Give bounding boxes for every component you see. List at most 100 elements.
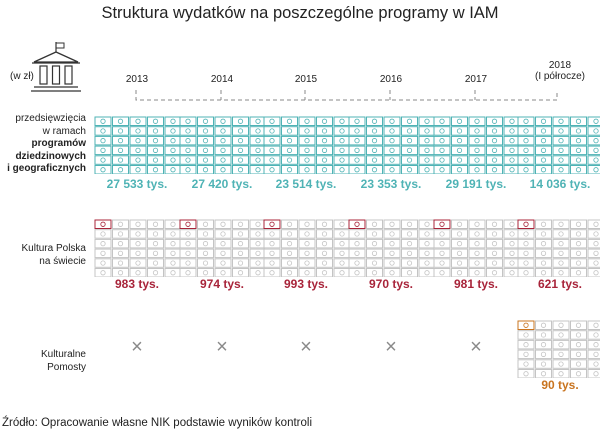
note-cell	[232, 126, 249, 136]
note-cell-mark	[237, 221, 244, 227]
note-cell	[164, 165, 180, 174]
note-cell	[94, 135, 112, 146]
note-cell-mark	[220, 231, 226, 237]
note-cell	[486, 248, 503, 259]
note-cell	[147, 268, 164, 277]
note-cell	[112, 268, 129, 277]
note-cell	[401, 238, 418, 249]
note-cell	[197, 145, 214, 156]
note-cell-mark	[286, 128, 293, 134]
data-label-programs-2: 23 514 tys.	[275, 177, 337, 191]
note-cell-mark	[220, 147, 226, 153]
note-cell	[263, 165, 281, 174]
note-cell	[552, 258, 570, 268]
note-cell	[366, 145, 383, 156]
note-cell	[486, 126, 503, 136]
note-cell-mark	[406, 241, 413, 247]
note-cell	[214, 238, 232, 249]
note-cell-mark	[509, 270, 515, 276]
note-cell	[517, 369, 535, 378]
data-label-kultura-polska-2: 993 tys.	[283, 277, 329, 291]
note-cell-mark	[456, 260, 463, 266]
note-cell	[418, 116, 434, 126]
note-cell-mark	[152, 147, 159, 153]
chart-title: Struktura wydatków na poszczególne progr…	[101, 4, 499, 22]
note-cell	[401, 219, 418, 229]
note-cell	[348, 126, 366, 136]
note-cell-mark	[406, 138, 413, 144]
note-cell-mark	[456, 167, 463, 173]
note-cell-mark	[406, 157, 413, 163]
note-cell-mark	[135, 250, 141, 256]
note-cell-mark	[558, 157, 564, 163]
note-cell	[570, 339, 587, 350]
note-cell-mark	[321, 157, 328, 163]
note-cell-mark	[509, 147, 515, 153]
note-cell	[418, 238, 434, 249]
note-cell	[232, 165, 249, 174]
note-cell-mark	[304, 118, 310, 124]
note-cell-mark	[220, 167, 226, 173]
note-cell-mark	[185, 231, 191, 237]
data-label-programs-5: 14 036 tys.	[529, 177, 591, 191]
note-cell	[486, 219, 503, 229]
note-cell	[517, 238, 535, 249]
note-cell	[249, 145, 265, 156]
note-cell	[147, 126, 164, 136]
note-cell	[366, 229, 383, 239]
note-cell	[366, 238, 383, 249]
note-cell-mark	[593, 231, 599, 237]
note-cell-mark	[523, 332, 529, 338]
note-cell-mark	[523, 221, 529, 227]
note-cell-mark	[220, 118, 226, 124]
note-cell	[214, 145, 232, 156]
note-cell-mark	[269, 138, 275, 144]
note-cell-mark	[354, 167, 360, 173]
note-cell	[197, 238, 214, 249]
note-cell	[263, 248, 281, 259]
note-cell	[316, 116, 333, 126]
note-cell-mark	[339, 157, 345, 163]
note-cell	[333, 116, 349, 126]
note-cell	[552, 359, 570, 369]
note-cell	[129, 126, 147, 136]
note-cell-mark	[523, 260, 529, 266]
note-cell-mark	[509, 250, 515, 256]
note-cell-mark	[354, 250, 360, 256]
note-cell-mark	[185, 260, 191, 266]
note-cell	[94, 238, 112, 249]
bar-programs-3	[348, 116, 434, 174]
note-cell-mark	[185, 138, 191, 144]
note-cell-mark	[474, 118, 480, 124]
note-cell-mark	[170, 128, 176, 134]
note-cell-mark	[491, 118, 498, 124]
note-cell	[503, 165, 519, 174]
note-cell-mark	[456, 128, 463, 134]
note-cell-mark	[474, 221, 480, 227]
note-cell	[281, 165, 298, 174]
note-cell-mark	[237, 260, 244, 266]
note-cell	[451, 116, 468, 126]
note-cell	[451, 219, 468, 229]
note-cell	[249, 135, 265, 146]
note-cell-mark	[558, 322, 564, 328]
note-cell-mark	[117, 167, 124, 173]
note-cell	[333, 135, 349, 146]
note-cell-mark	[389, 167, 395, 173]
cross-icon-1: ×	[216, 336, 228, 358]
note-cell	[298, 268, 316, 277]
note-cell-mark	[406, 221, 413, 227]
note-cell-mark	[321, 221, 328, 227]
note-cell-mark	[321, 138, 328, 144]
note-cell-mark	[558, 250, 564, 256]
note-cell	[94, 258, 112, 268]
note-cell-mark	[509, 128, 515, 134]
note-cell-mark	[593, 128, 599, 134]
note-cell	[147, 248, 164, 259]
row-label-programs-bold: programów dziedzinowych i geograficznych	[7, 138, 86, 174]
note-cell-mark	[389, 260, 395, 266]
note-cell	[94, 219, 112, 229]
note-cell	[366, 155, 383, 165]
note-cell-mark	[100, 241, 106, 247]
note-cell-mark	[389, 128, 395, 134]
